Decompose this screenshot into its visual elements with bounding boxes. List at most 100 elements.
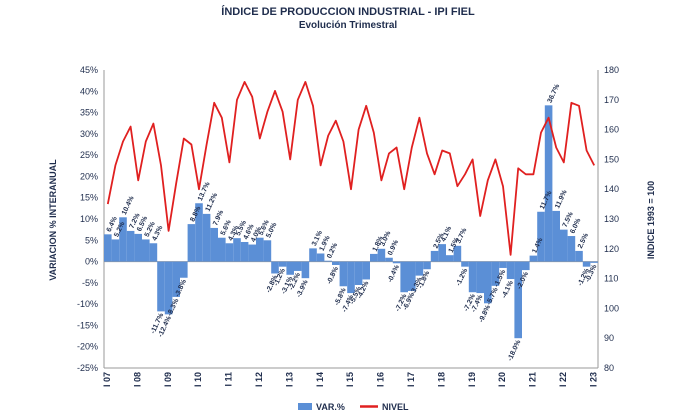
bar bbox=[218, 237, 226, 262]
bar bbox=[240, 241, 249, 262]
bar bbox=[537, 211, 545, 262]
bar bbox=[332, 261, 340, 265]
bar bbox=[263, 240, 272, 262]
left-axis-ticks: -25% -20% -15% -10% -5% 0% 5% 10% 15% 20% 25% 30% 35… bbox=[77, 65, 98, 373]
bar bbox=[385, 257, 393, 262]
bar bbox=[461, 261, 469, 267]
bar bbox=[468, 261, 477, 293]
data-label: -0.8% bbox=[326, 265, 340, 285]
x-tick-label: I 19 bbox=[467, 372, 477, 387]
bar bbox=[590, 261, 598, 263]
bar bbox=[430, 250, 439, 262]
y2-axis-title: INDICE 1993 = 100 bbox=[646, 181, 656, 259]
bar bbox=[514, 261, 522, 339]
y-tick-label: 5% bbox=[85, 235, 98, 245]
bar bbox=[567, 236, 576, 262]
chart-subtitle: Evolución Trimestral bbox=[299, 20, 398, 31]
bar bbox=[164, 261, 173, 315]
bar bbox=[256, 237, 264, 262]
bar bbox=[408, 261, 416, 291]
bar bbox=[248, 244, 256, 262]
bar bbox=[278, 261, 287, 267]
bar bbox=[484, 261, 492, 304]
x-tick-label: I 16 bbox=[376, 372, 386, 387]
data-label: 10.4% bbox=[121, 194, 136, 216]
right-axis-ticks: 80 90 100 110 120 130 140 150 160 170 180 bbox=[604, 65, 619, 373]
legend-label-bars: VAR.% bbox=[316, 402, 345, 412]
x-tick-label: I 11 bbox=[224, 372, 234, 387]
bar bbox=[491, 261, 500, 286]
y2-tick-label: 100 bbox=[604, 303, 619, 313]
bar bbox=[225, 243, 234, 262]
x-tick-label: I 17 bbox=[406, 372, 416, 387]
bar bbox=[180, 261, 188, 278]
y-tick-label: -25% bbox=[77, 363, 98, 373]
x-tick-label: I 08 bbox=[132, 372, 142, 387]
data-label: -4.1% bbox=[501, 279, 515, 299]
x-tick-label: I 09 bbox=[163, 372, 173, 387]
bar bbox=[506, 261, 515, 280]
bar bbox=[354, 261, 363, 285]
x-tick-label: I 21 bbox=[528, 372, 538, 387]
bar bbox=[301, 261, 310, 279]
legend: VAR.% NIVEL bbox=[298, 402, 409, 412]
bar bbox=[142, 239, 150, 262]
y-tick-label: 35% bbox=[80, 108, 98, 118]
x-tick-label: I 18 bbox=[436, 372, 446, 387]
bar bbox=[582, 261, 591, 267]
legend-label-line: NIVEL bbox=[382, 402, 409, 412]
bar bbox=[362, 261, 370, 280]
bar bbox=[423, 261, 431, 270]
bar bbox=[544, 105, 553, 262]
bar bbox=[400, 261, 408, 293]
data-label: -18.0% bbox=[507, 338, 523, 362]
bar bbox=[529, 255, 538, 262]
bar bbox=[370, 253, 378, 262]
bar bbox=[446, 255, 454, 262]
y-tick-label: 30% bbox=[80, 129, 98, 139]
x-tick-label: I 10 bbox=[193, 372, 203, 387]
bar bbox=[157, 261, 165, 312]
bar bbox=[552, 210, 560, 262]
x-tick-label: I 12 bbox=[254, 372, 264, 387]
bar bbox=[392, 261, 401, 264]
bar bbox=[134, 233, 142, 262]
data-label: 11.9% bbox=[554, 188, 569, 209]
data-label: 2.5% bbox=[577, 232, 590, 250]
bar bbox=[104, 234, 112, 262]
y-tick-label: -15% bbox=[77, 320, 98, 330]
bar bbox=[187, 224, 196, 262]
nivel-line bbox=[106, 81, 596, 256]
bar bbox=[172, 261, 180, 297]
y-tick-label: 45% bbox=[80, 65, 98, 75]
y-tick-label: -10% bbox=[77, 299, 98, 309]
x-axis-ticks: I 07 I 08 I 09 I 10 I 11 I 12 I 13 I 14 I 15 I 16… bbox=[102, 372, 598, 387]
bar bbox=[286, 261, 294, 275]
y-tick-label: 10% bbox=[80, 214, 98, 224]
x-tick-label: I 13 bbox=[284, 372, 294, 387]
bar bbox=[476, 261, 484, 294]
bar bbox=[202, 213, 211, 262]
bar bbox=[324, 260, 332, 262]
bar bbox=[438, 244, 446, 262]
y2-tick-label: 130 bbox=[604, 214, 619, 224]
plot-area bbox=[103, 70, 599, 369]
data-labels: 6.4%5.2%10.4%7.2%6.5%5.2%4.3%-11.7%-12.4… bbox=[106, 83, 599, 363]
y2-tick-label: 160 bbox=[604, 125, 619, 135]
y2-tick-label: 150 bbox=[604, 154, 619, 164]
data-label: 0.9% bbox=[387, 238, 400, 256]
y-tick-label: -20% bbox=[77, 342, 98, 352]
y2-tick-label: 120 bbox=[604, 244, 619, 254]
bar bbox=[575, 250, 583, 262]
bar bbox=[377, 248, 386, 262]
bar bbox=[294, 261, 302, 271]
bar bbox=[233, 238, 241, 262]
x-tick-label: I 14 bbox=[315, 372, 325, 387]
y-tick-label: 25% bbox=[80, 150, 98, 160]
y2-tick-label: 140 bbox=[604, 184, 619, 194]
data-label: 11.2% bbox=[205, 191, 220, 212]
bar bbox=[195, 203, 203, 262]
y-axis-title: VARIACION % INTERANUAL bbox=[48, 159, 58, 281]
data-label: -0.4% bbox=[387, 263, 401, 283]
